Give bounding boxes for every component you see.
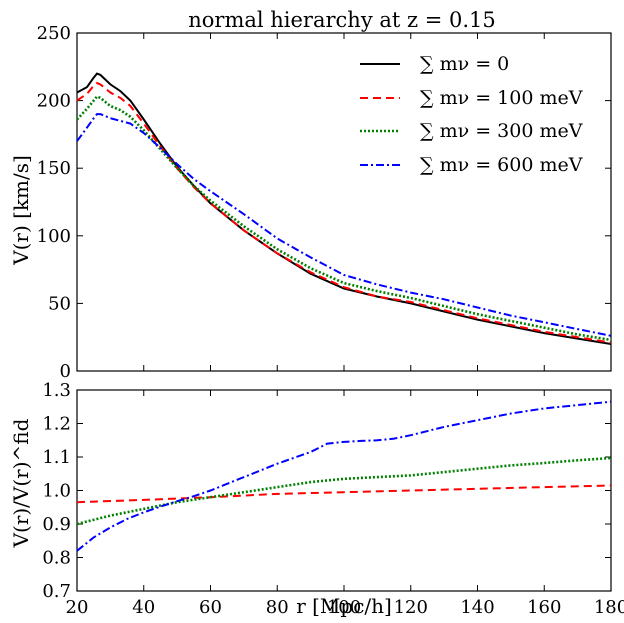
top-y-tick-label: 250 [37,23,71,44]
bottom-x-tick-label: 100 [327,597,361,618]
bottom-x-tick-label: 140 [460,597,494,618]
bottom-y-tick-label: 0.9 [42,514,71,535]
legend: ∑ mν = 0 ∑ mν = 100 meV ∑ mν = 300 meV ∑ mν… [360,53,583,176]
bottom-x-tick-label: 40 [132,597,155,618]
bottom-frame [76,389,612,592]
bottom-y-tick-label: 1.2 [42,414,71,435]
bottom-y-tick-label: 1.3 [42,380,71,401]
bottom-x-tick-label: 120 [394,597,428,618]
bottom-y-tick-label: 0.8 [42,548,71,569]
top-panel: 0 50 100 150 200 250 [37,23,612,382]
legend-label-1: ∑ mν = 100 meV [420,87,583,109]
bottom-x-tick-label: 180 [594,597,624,618]
bottom-x-tick-label: 160 [527,597,561,618]
top-y-tick-label: 0 [60,361,71,382]
top-series-line-1 [76,81,612,344]
top-series-line-2 [76,94,612,342]
bottom-series-line-2 [76,400,612,552]
bottom-y-tick-label: 1.0 [42,481,71,502]
bottom-y-tick-label: 1.1 [42,447,71,468]
chart-title-text: normal hierarchy at z = 0.15 [188,8,496,32]
bottom-y-tick-label: 0.7 [42,581,71,602]
top-y-axis-label: V(r) [km/s] [9,155,33,266]
x-axis-label: r [Mpc/h] [296,594,392,618]
top-y-tick-label: 200 [37,91,71,112]
legend-label-3: ∑ mν = 600 meV [420,154,583,176]
bottom-panel: 20 40 60 80 100 120 140 160 180 0.7 0.8 0.9 1.0 1.1 1.… [42,380,624,618]
bottom-x-tick-label: 80 [266,597,289,618]
bottom-x-tick-label: 20 [66,597,89,618]
top-series-line-3 [76,113,612,337]
bottom-y-axis-label: V(r)/V(r)^fid [9,418,33,548]
chart-title: normal hierarchy at z = 0.15 [188,8,496,32]
bottom-series-line-0 [76,484,612,504]
top-y-tick-label: 50 [48,293,71,314]
top-series-line-0 [76,72,612,345]
legend-label-2: ∑ mν = 300 meV [420,120,583,142]
top-y-tick-label: 150 [37,158,71,179]
bottom-series-line-1 [76,456,612,526]
legend-label-0: ∑ mν = 0 [420,53,509,75]
bottom-x-tick-label: 60 [199,597,222,618]
top-y-tick-label: 100 [37,226,71,247]
